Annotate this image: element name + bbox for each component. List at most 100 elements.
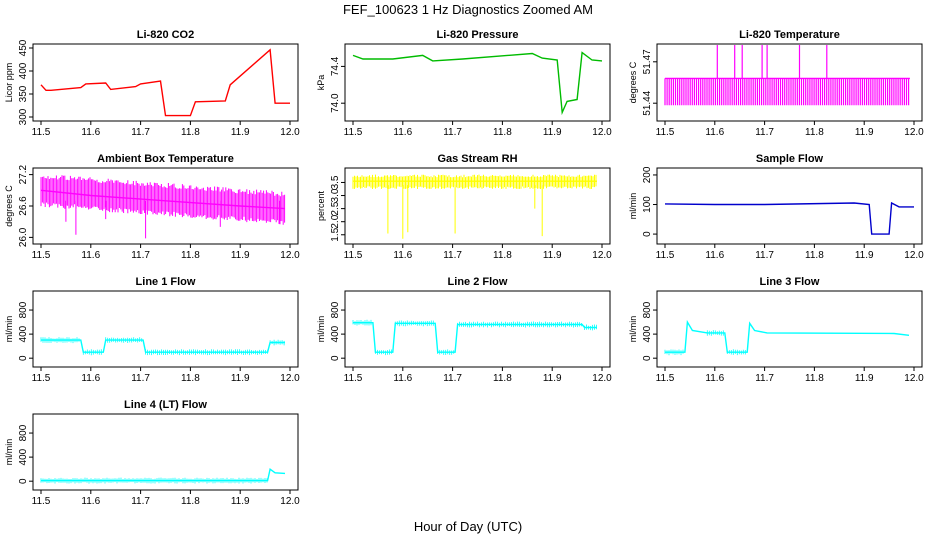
figure-title: FEF_100623 1 Hz Diagnostics Zoomed AM bbox=[343, 2, 593, 17]
series-noise bbox=[352, 174, 597, 239]
x-tick-label: 11.8 bbox=[805, 127, 824, 138]
x-tick-label: 12.0 bbox=[904, 127, 924, 138]
panels-group: Li-820 CO2 11.5 11.6 11.7 11.8 11.9 12.0 300 350… bbox=[4, 29, 924, 507]
x-tick-label: 12.0 bbox=[592, 127, 612, 138]
x-tick-label: 11.6 bbox=[81, 373, 100, 384]
panel-6: Sample Flow 11.5 11.6 11.7 11.8 11.9 12.0 0 100 2… bbox=[628, 153, 924, 261]
x-tick-label: 11.5 bbox=[32, 127, 51, 138]
plot-frame bbox=[656, 43, 923, 122]
plot-frame bbox=[344, 43, 611, 122]
x-tick-label: 12.0 bbox=[280, 496, 300, 507]
x-tick-label: 12.0 bbox=[280, 373, 300, 384]
panel-5: Gas Stream RH 11.5 11.6 11.7 11.8 11.9 12.0 1.5… bbox=[316, 153, 612, 261]
x-tick-label: 11.5 bbox=[656, 127, 675, 138]
y-tick-label: 400 bbox=[18, 448, 29, 465]
y-tick-label: 1.5 bbox=[330, 227, 341, 241]
x-tick-label: 11.9 bbox=[231, 250, 250, 261]
series-noise bbox=[664, 45, 910, 106]
x-tick-label: 11.8 bbox=[493, 127, 512, 138]
series-line bbox=[41, 468, 286, 482]
x-tick-label: 11.5 bbox=[344, 250, 363, 261]
x-tick-label: 11.6 bbox=[393, 373, 412, 384]
y-tick-label: 2.0 bbox=[330, 214, 341, 228]
x-tick-label: 12.0 bbox=[280, 127, 300, 138]
plot-frame bbox=[656, 290, 923, 368]
series-line bbox=[353, 322, 597, 353]
x-tick-label: 11.7 bbox=[755, 373, 774, 384]
x-tick-label: 12.0 bbox=[904, 250, 924, 261]
x-tick-label: 11.7 bbox=[443, 127, 462, 138]
x-tick-label: 11.7 bbox=[443, 250, 462, 261]
y-axis-label: Licor ppm bbox=[4, 63, 14, 103]
x-tick-label: 12.0 bbox=[280, 250, 300, 261]
series-line bbox=[664, 201, 914, 235]
x-tick-label: 11.8 bbox=[181, 127, 200, 138]
panel-3: Li-820 Temperature 11.5 11.6 11.7 11.8 11.9 12… bbox=[628, 29, 924, 138]
x-tick-label: 11.6 bbox=[393, 250, 412, 261]
panel-10: Line 4 (LT) Flow 11.5 11.6 11.7 11.8 11.9 12.0… bbox=[4, 399, 300, 507]
y-tick-label: 400 bbox=[18, 325, 29, 342]
series-line bbox=[40, 48, 290, 117]
y-tick-label: 3.0 bbox=[330, 188, 341, 202]
panel-title: Li-820 CO2 bbox=[137, 29, 194, 41]
x-tick-label: 11.5 bbox=[344, 373, 363, 384]
x-tick-label: 11.9 bbox=[231, 373, 250, 384]
panel-title: Line 2 Flow bbox=[448, 276, 508, 288]
plot-frame bbox=[344, 167, 611, 245]
y-tick-label: 400 bbox=[330, 325, 341, 342]
y-tick-label: 450 bbox=[18, 39, 29, 56]
series-line bbox=[665, 319, 910, 353]
x-tick-label: 11.9 bbox=[543, 250, 562, 261]
series-line bbox=[352, 51, 603, 116]
x-tick-label: 11.9 bbox=[543, 373, 562, 384]
y-tick-label: 74.0 bbox=[330, 93, 341, 113]
x-tick-label: 12.0 bbox=[592, 373, 612, 384]
x-tick-label: 11.6 bbox=[705, 373, 724, 384]
x-tick-label: 11.5 bbox=[656, 250, 675, 261]
x-tick-label: 11.6 bbox=[81, 127, 100, 138]
x-tick-label: 11.5 bbox=[32, 250, 51, 261]
y-axis-label: degrees C bbox=[628, 61, 638, 103]
plot-frame bbox=[32, 290, 299, 368]
y-tick-label: 200 bbox=[642, 166, 653, 183]
y-axis-label: ml/min bbox=[4, 316, 14, 343]
x-tick-label: 11.8 bbox=[493, 373, 512, 384]
y-axis-label: ml/min bbox=[628, 316, 638, 343]
y-tick-label: 0 bbox=[18, 478, 29, 484]
x-tick-label: 11.9 bbox=[231, 127, 250, 138]
y-tick-label: 27.2 bbox=[18, 164, 29, 184]
y-tick-label: 300 bbox=[18, 108, 29, 125]
y-tick-label: 0 bbox=[18, 355, 29, 361]
x-tick-label: 11.9 bbox=[231, 496, 250, 507]
y-axis-label: ml/min bbox=[628, 193, 638, 220]
y-tick-label: 2.5 bbox=[330, 201, 341, 215]
plot-frame bbox=[656, 167, 923, 245]
panel-8: Line 2 Flow 11.5 11.6 11.7 11.8 11.9 12.0 0 400 8… bbox=[316, 276, 612, 384]
x-tick-label: 12.0 bbox=[904, 373, 924, 384]
y-tick-label: 800 bbox=[18, 424, 29, 441]
x-tick-label: 11.6 bbox=[81, 496, 100, 507]
x-tick-label: 11.7 bbox=[755, 127, 774, 138]
panel-title: Li-820 Pressure bbox=[437, 29, 519, 41]
x-tick-label: 11.8 bbox=[493, 250, 512, 261]
x-tick-label: 11.5 bbox=[32, 496, 51, 507]
panel-2: Li-820 Pressure 11.5 11.6 11.7 11.8 11.9 12.0 7… bbox=[316, 29, 612, 138]
panel-title: Line 3 Flow bbox=[760, 276, 820, 288]
x-tick-label: 11.5 bbox=[344, 127, 363, 138]
y-tick-label: 800 bbox=[642, 301, 653, 318]
y-tick-label: 26.0 bbox=[18, 227, 29, 247]
x-tick-label: 11.9 bbox=[855, 127, 874, 138]
x-tick-label: 11.9 bbox=[855, 373, 874, 384]
series-noise bbox=[40, 175, 286, 239]
series-line bbox=[41, 339, 285, 353]
y-axis-label: percent bbox=[316, 190, 326, 221]
y-tick-label: 26.6 bbox=[18, 196, 29, 216]
series-noise bbox=[664, 330, 746, 356]
y-tick-label: 0 bbox=[330, 355, 341, 361]
panel-title: Gas Stream RH bbox=[437, 153, 517, 165]
x-tick-label: 11.7 bbox=[131, 373, 150, 384]
panel-title: Ambient Box Temperature bbox=[97, 153, 234, 165]
y-axis-label: ml/min bbox=[4, 439, 14, 466]
x-tick-label: 11.8 bbox=[181, 496, 200, 507]
